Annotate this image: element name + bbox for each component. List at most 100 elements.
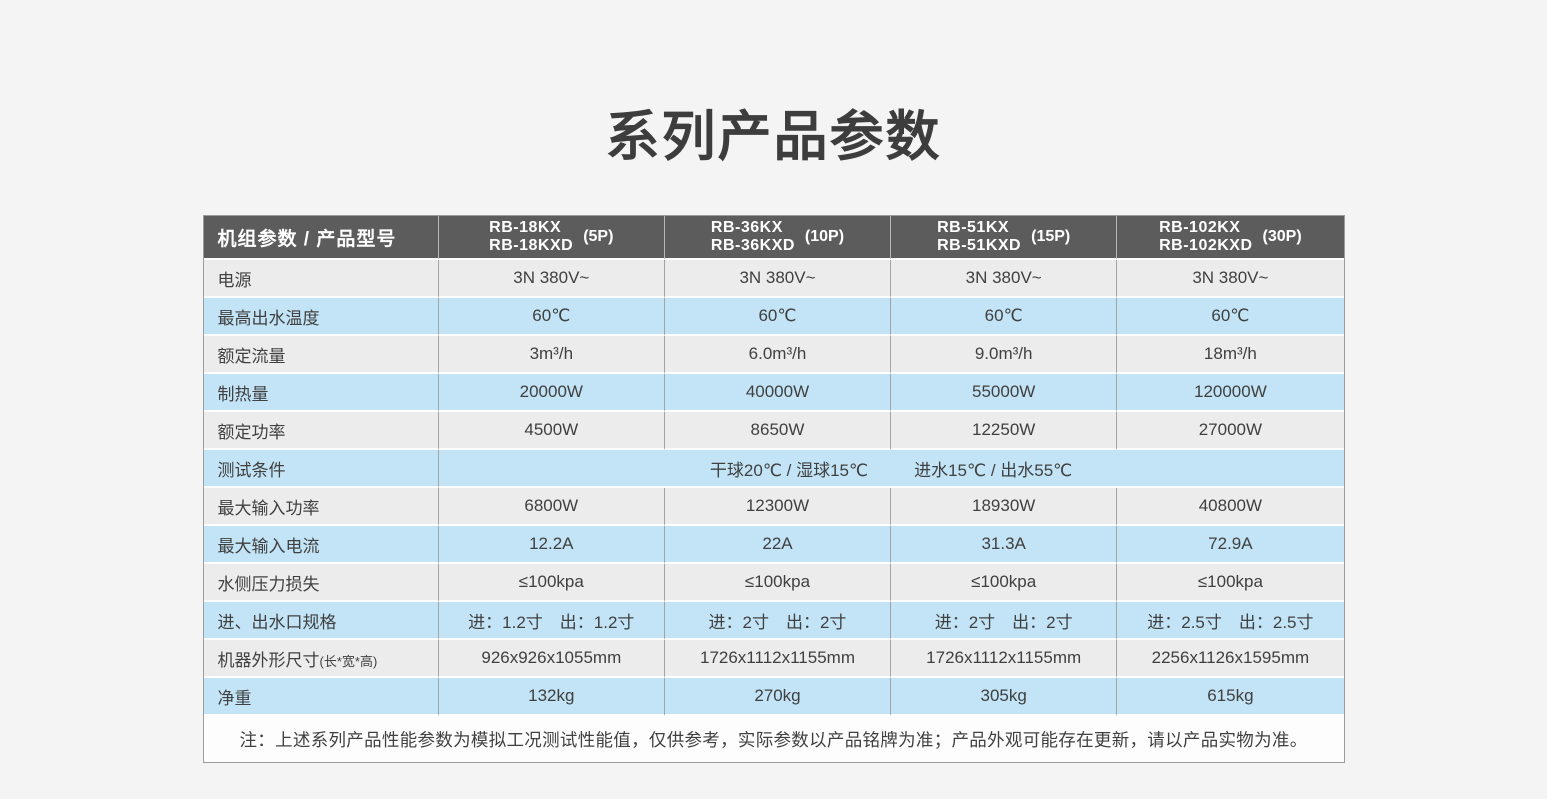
param-value-cell: 60℃ xyxy=(891,298,1118,336)
table-row-max-outlet-temp: 最高出水温度 60℃ 60℃ 60℃ 60℃ xyxy=(203,298,1344,336)
table-row-rated-power: 额定功率 4500W 8650W 12250W 27000W xyxy=(203,412,1344,450)
param-label-text: 机器外形尺寸 xyxy=(217,650,320,670)
model-cell: RB-18KX RB-18KXD (5P) xyxy=(439,219,664,255)
param-label-cell: 额定流量 xyxy=(203,336,439,374)
param-value-cell: 31.3A xyxy=(891,526,1118,564)
param-value-cell: 270kg xyxy=(664,678,892,716)
model-hp: (15P) xyxy=(1031,228,1071,245)
param-value-cell: 4500W xyxy=(438,412,665,450)
param-value-cell: 27000W xyxy=(1117,412,1344,450)
param-value-cell: 3m³/h xyxy=(438,336,665,374)
note-cell: 注：上述系列产品性能参数为模拟工况测试性能值，仅供参考，实际参数以产品铭牌为准；… xyxy=(203,716,1344,762)
param-value-cell: 6800W xyxy=(438,488,665,526)
param-label-cell: 机器外形尺寸(长*宽*高) xyxy=(203,640,439,678)
table-row-dimensions: 机器外形尺寸(长*宽*高) 926x926x1055mm 1726x1112x1… xyxy=(203,640,1344,678)
test-condition-part: 进水15℃ / 出水55℃ xyxy=(914,460,1073,480)
param-value-cell: 22A xyxy=(664,526,892,564)
param-value-cell: 6.0m³/h xyxy=(664,336,892,374)
param-value-cell: 20000W xyxy=(438,374,665,412)
param-value-cell: 305kg xyxy=(891,678,1118,716)
param-label-cell: 测试条件 xyxy=(203,450,439,488)
param-label-cell: 进、出水口规格 xyxy=(203,602,439,640)
param-label-cell: 电源 xyxy=(203,260,439,298)
model-hp: (5P) xyxy=(583,228,614,245)
param-value-cell: 60℃ xyxy=(664,298,892,336)
model-hp: (10P) xyxy=(804,228,845,245)
param-value-cell: 12300W xyxy=(664,488,892,526)
model-names: RB-102KX RB-102KXD xyxy=(1159,219,1252,255)
param-label-cell: 制热量 xyxy=(203,374,439,412)
param-value-cell: 9.0m³/h xyxy=(891,336,1118,374)
param-label-suffix: (长*宽*高) xyxy=(319,653,378,669)
param-label-cell: 最大输入电流 xyxy=(203,526,439,564)
param-value-cell: 进：2.5寸 出：2.5寸 xyxy=(1117,602,1344,640)
model-line2: RB-36KXD xyxy=(710,237,795,254)
table-row-rated-flow: 额定流量 3m³/h 6.0m³/h 9.0m³/h 18m³/h xyxy=(203,336,1344,374)
param-value-cell: 55000W xyxy=(891,374,1118,412)
param-label-cell: 最高出水温度 xyxy=(203,298,439,336)
param-value-cell: 进：2寸 出：2寸 xyxy=(664,602,892,640)
param-value-cell: 120000W xyxy=(1117,374,1344,412)
table-row-power: 电源 3N 380V~ 3N 380V~ 3N 380V~ 3N 380V~ xyxy=(203,260,1344,298)
param-value-cell: 926x926x1055mm xyxy=(438,640,665,678)
table-row-max-input-power: 最大输入功率 6800W 12300W 18930W 40800W xyxy=(203,488,1344,526)
model-line1: RB-18KX xyxy=(489,219,562,237)
spec-table: 机组参数 / 产品型号 RB-18KX RB-18KXD (5P) xyxy=(203,216,1344,762)
param-value-cell: 132kg xyxy=(438,678,665,716)
header-model-cell-36kx: RB-36KX RB-36KXD (10P) xyxy=(664,216,892,260)
param-value-cell: 3N 380V~ xyxy=(438,260,665,298)
param-value-cell: ≤100kpa xyxy=(1117,564,1344,602)
param-value-cell: 40000W xyxy=(664,374,892,412)
header-row: 机组参数 / 产品型号 RB-18KX RB-18KXD (5P) xyxy=(203,216,1344,260)
param-value-cell: 18m³/h xyxy=(1117,336,1344,374)
param-value-cell: 60℃ xyxy=(1117,298,1344,336)
model-cell: RB-102KX RB-102KXD (30P) xyxy=(1117,219,1343,255)
param-value-cell: 1726x1112x1155mm xyxy=(891,640,1118,678)
param-value-cell: 615kg xyxy=(1117,678,1344,716)
table-row-net-weight: 净重 132kg 270kg 305kg 615kg xyxy=(203,678,1344,716)
table-row-max-input-current: 最大输入电流 12.2A 22A 31.3A 72.9A xyxy=(203,526,1344,564)
param-value-cell: 60℃ xyxy=(438,298,665,336)
param-value-cell: 12.2A xyxy=(438,526,665,564)
model-line1: RB-51KX xyxy=(937,219,1010,237)
param-value-cell: ≤100kpa xyxy=(664,564,892,602)
param-value-cell: ≤100kpa xyxy=(438,564,665,602)
param-value-cell: 3N 380V~ xyxy=(664,260,892,298)
model-line1: RB-36KX xyxy=(710,219,783,237)
header-label-cell: 机组参数 / 产品型号 xyxy=(203,216,439,260)
param-value-cell: 1726x1112x1155mm xyxy=(664,640,892,678)
model-hp: (30P) xyxy=(1262,228,1302,245)
param-value-cell: 8650W xyxy=(664,412,892,450)
param-value-cell: ≤100kpa xyxy=(891,564,1118,602)
page-title: 系列产品参数 xyxy=(605,107,942,167)
table-row-test-conditions: 测试条件 干球20℃ / 湿球15℃ 进水15℃ / 出水55℃ xyxy=(203,450,1344,488)
param-label-cell: 额定功率 xyxy=(203,412,439,450)
param-label-cell: 水侧压力损失 xyxy=(203,564,439,602)
model-line2: RB-51KXD xyxy=(937,237,1022,254)
header-model-cell-102kx: RB-102KX RB-102KXD (30P) xyxy=(1117,216,1344,260)
param-value-cell: 进：2寸 出：2寸 xyxy=(891,602,1118,640)
header-model-cell-18kx: RB-18KX RB-18KXD (5P) xyxy=(438,216,665,260)
param-label-cell: 净重 xyxy=(203,678,439,716)
model-names: RB-36KX RB-36KXD xyxy=(711,219,795,255)
param-value-cell: 18930W xyxy=(891,488,1118,526)
table-body: 电源 3N 380V~ 3N 380V~ 3N 380V~ 3N 380V~ 最… xyxy=(203,260,1344,762)
model-names: RB-18KX RB-18KXD xyxy=(489,219,573,255)
test-condition-part: 干球20℃ / 湿球15℃ xyxy=(709,460,869,480)
model-line2: RB-102KXD xyxy=(1159,237,1253,254)
spec-table-container: 机组参数 / 产品型号 RB-18KX RB-18KXD (5P) xyxy=(202,215,1345,763)
param-span-cell: 干球20℃ / 湿球15℃ 进水15℃ / 出水55℃ xyxy=(438,450,1344,488)
param-value-cell: 40800W xyxy=(1117,488,1344,526)
model-cell: RB-51KX RB-51KXD (15P) xyxy=(891,219,1116,255)
table-note-row: 注：上述系列产品性能参数为模拟工况测试性能值，仅供参考，实际参数以产品铭牌为准；… xyxy=(203,716,1344,762)
param-value-cell: 12250W xyxy=(891,412,1118,450)
param-value-cell: 3N 380V~ xyxy=(891,260,1118,298)
table-row-water-pressure-loss: 水侧压力损失 ≤100kpa ≤100kpa ≤100kpa ≤100kpa xyxy=(203,564,1344,602)
test-conditions-value: 干球20℃ / 湿球15℃ 进水15℃ / 出水55℃ xyxy=(439,456,1344,481)
model-line2: RB-18KXD xyxy=(489,237,574,254)
table-row-inlet-outlet-size: 进、出水口规格 进：1.2寸 出：1.2寸 进：2寸 出：2寸 进：2寸 出：2… xyxy=(203,602,1344,640)
param-value-cell: 72.9A xyxy=(1117,526,1344,564)
table-row-heating-capacity: 制热量 20000W 40000W 55000W 120000W xyxy=(203,374,1344,412)
param-value-cell: 2256x1126x1595mm xyxy=(1117,640,1344,678)
